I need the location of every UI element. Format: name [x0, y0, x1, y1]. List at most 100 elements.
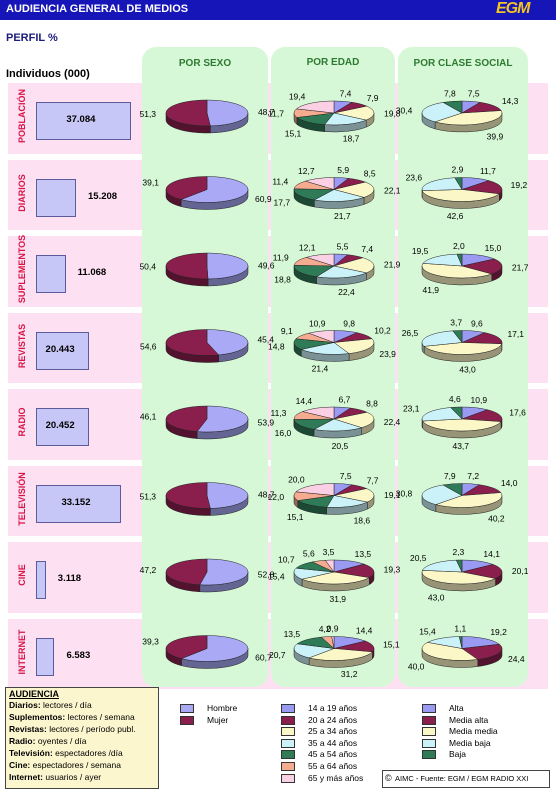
pie-slice: [452, 330, 463, 344]
pie-data-label: 31,2: [341, 669, 358, 679]
pie-data-label: 7,7: [367, 475, 379, 485]
pie-data-label: 15,1: [287, 512, 304, 522]
pie-data-label: 3,5: [323, 547, 335, 557]
pie-data-label: 21,7: [512, 262, 529, 272]
copyright-icon: ©: [385, 773, 392, 783]
pie-data-label: 5,9: [337, 165, 349, 175]
pie-slice: [461, 643, 503, 660]
pie-clase: 11,7 19,2 42,6 23,6 2,9: [406, 165, 528, 222]
pie-sexo: 48,7 51,3: [139, 99, 275, 134]
pie-data-label: 39,1: [142, 177, 159, 187]
pie-slice: [180, 635, 249, 662]
pie-data-label: 4,2: [319, 624, 331, 634]
audiencia-key: Suplementos:: [9, 712, 66, 722]
pie-data-label: 11,4: [272, 176, 288, 186]
pie-data-label: 19,2: [511, 180, 528, 190]
pie-slice: [421, 177, 463, 191]
pie-data-label: 46,1: [140, 411, 157, 421]
pie-data-label: 48,7: [258, 490, 275, 500]
pie-data-label: 18,7: [343, 133, 360, 143]
pie-data-label: 43,7: [452, 441, 469, 451]
pie-data-label: 51,3: [139, 492, 156, 502]
column-header-clase: POR CLASE SOCIAL: [413, 58, 513, 69]
individuals-value: 20.452: [45, 420, 75, 431]
pie-slice: [333, 105, 375, 121]
pie-slice: [304, 177, 335, 190]
pie-data-label: 11,3: [270, 408, 286, 418]
pie-data-label: 40,0: [408, 661, 425, 671]
legend-swatch: [281, 773, 295, 783]
pie-data-label: 21,7: [334, 211, 351, 221]
pie-data-label: 45,4: [257, 334, 274, 344]
column-header-sexo: POR SEXO: [178, 58, 232, 69]
pie-data-label: 10,9: [471, 395, 488, 405]
pie-data-label: 14,8: [268, 342, 285, 352]
pie-slice: [295, 483, 335, 496]
pie-slice: [165, 482, 211, 509]
individuals-bar: [36, 561, 46, 599]
pie-data-label: 53,9: [258, 417, 275, 427]
pie-data-label: 22,4: [338, 287, 355, 297]
pie-slice: [324, 559, 335, 573]
pie-clase: 10,9 17,6 43,7 23,1 4,6: [403, 394, 526, 451]
pie-data-label: 14,4: [356, 626, 373, 636]
audiencia-key: Radio:: [9, 736, 36, 746]
pie-slice: [421, 642, 479, 661]
pie-data-label: 19,5: [412, 246, 429, 256]
pie-data-label: 16,0: [275, 428, 292, 438]
pie-edad: 5,5 7,4 21,9 22,4 18,8 11,9 12,1: [273, 241, 401, 297]
pie-data-label: 8,5: [364, 168, 376, 178]
audiencia-line: Revistas: lectores / período publ.: [9, 724, 136, 734]
pie-slice: [165, 635, 208, 659]
individuals-bar: [36, 637, 55, 676]
pie-slice: [422, 253, 463, 267]
pie-data-label: 21,9: [384, 260, 401, 270]
pie-data-label: 42,6: [447, 211, 464, 221]
credit-box: © AIMC - Fuente: EGM / EGM RADIO XXI: [382, 770, 550, 788]
pie-slice: [313, 189, 365, 202]
legend-label: 45 a 54 años: [308, 749, 358, 760]
pie-data-label: 12,7: [298, 166, 315, 176]
pie-slice: [293, 264, 335, 278]
pie-data-label: 5,6: [303, 549, 315, 559]
pie-sexo: 60,7 39,3: [142, 635, 272, 669]
pie-data-label: 54,6: [140, 342, 157, 352]
legend-label: 35 a 44 años: [308, 737, 358, 748]
pie-data-label: 60,7: [255, 653, 272, 663]
pie-clase: 19,2 24,4 40,0 15,4 1,1: [408, 624, 525, 672]
pie-edad: 13,5 19,3 31,9 15,4 10,7 5,6 3,5: [268, 547, 400, 604]
legend-swatch: [281, 715, 295, 725]
pie-slice: [199, 558, 249, 586]
pie-data-label: 20,5: [410, 553, 427, 563]
pie-data-label: 15,1: [383, 640, 400, 650]
pie-data-label: 17,6: [509, 407, 526, 417]
pie-slice: [461, 332, 503, 345]
pie-slice: [206, 329, 249, 356]
legend-swatch: [422, 727, 436, 737]
pie-data-label: 9,8: [343, 318, 355, 328]
pie-slice: [421, 330, 463, 347]
audiencia-key: Televisión:: [9, 748, 53, 758]
pie-slice: [442, 100, 463, 114]
audiencia-line: Suplementos: lectores / semana: [9, 712, 135, 722]
pie-data-label: 7,4: [340, 89, 352, 99]
pie-data-label: 30,4: [396, 106, 413, 116]
pie-slice: [315, 265, 368, 279]
pie-sexo: 60,9 39,1: [142, 176, 272, 210]
pie-data-label: 40,2: [488, 514, 505, 524]
pie-data-label: 19,2: [490, 627, 507, 637]
pie-slice: [421, 484, 463, 505]
pie-sexo: 49,6 50,4: [139, 252, 275, 287]
pie-slice: [461, 564, 503, 579]
pie-slice: [421, 189, 500, 202]
legend-label: Mujer: [207, 715, 229, 725]
audiencia-key: Cine:: [9, 760, 31, 770]
pie-data-label: 6,7: [339, 394, 351, 404]
pie-data-label: 41,9: [422, 285, 439, 295]
pie-data-label: 20,5: [332, 441, 349, 451]
pie-data-label: 30,8: [396, 488, 413, 498]
pie-clase: 7,2 14,0 40,2 30,8 7,9: [396, 471, 518, 524]
column-header-edad: POR EDAD: [306, 57, 360, 68]
pie-sexo: 45,4 54,6: [140, 329, 274, 363]
pie-edad: 6,7 8,8 22,4 20,5 16,0 11,3 14,4: [270, 394, 400, 450]
